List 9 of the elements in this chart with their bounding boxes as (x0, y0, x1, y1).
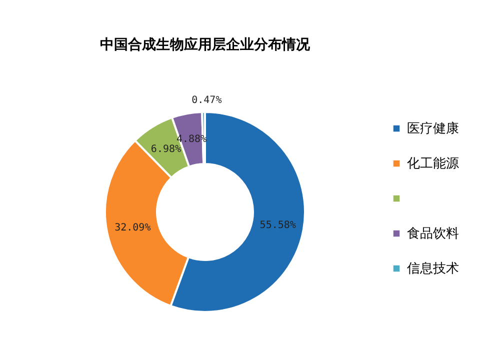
data-label: 55.58% (260, 220, 296, 231)
data-label: 32.09% (114, 222, 151, 234)
data-label: 0.47% (192, 95, 222, 106)
chart-title: 中国合成生物应用层企业分布情况 (100, 36, 311, 53)
legend-label: 信息技术 (407, 262, 459, 276)
legend-label: 医疗健康 (407, 122, 459, 136)
legend-label: 食品饮料 (407, 226, 459, 242)
legend-label: 化工能源 (407, 156, 459, 172)
data-label: 6.98% (150, 144, 182, 156)
